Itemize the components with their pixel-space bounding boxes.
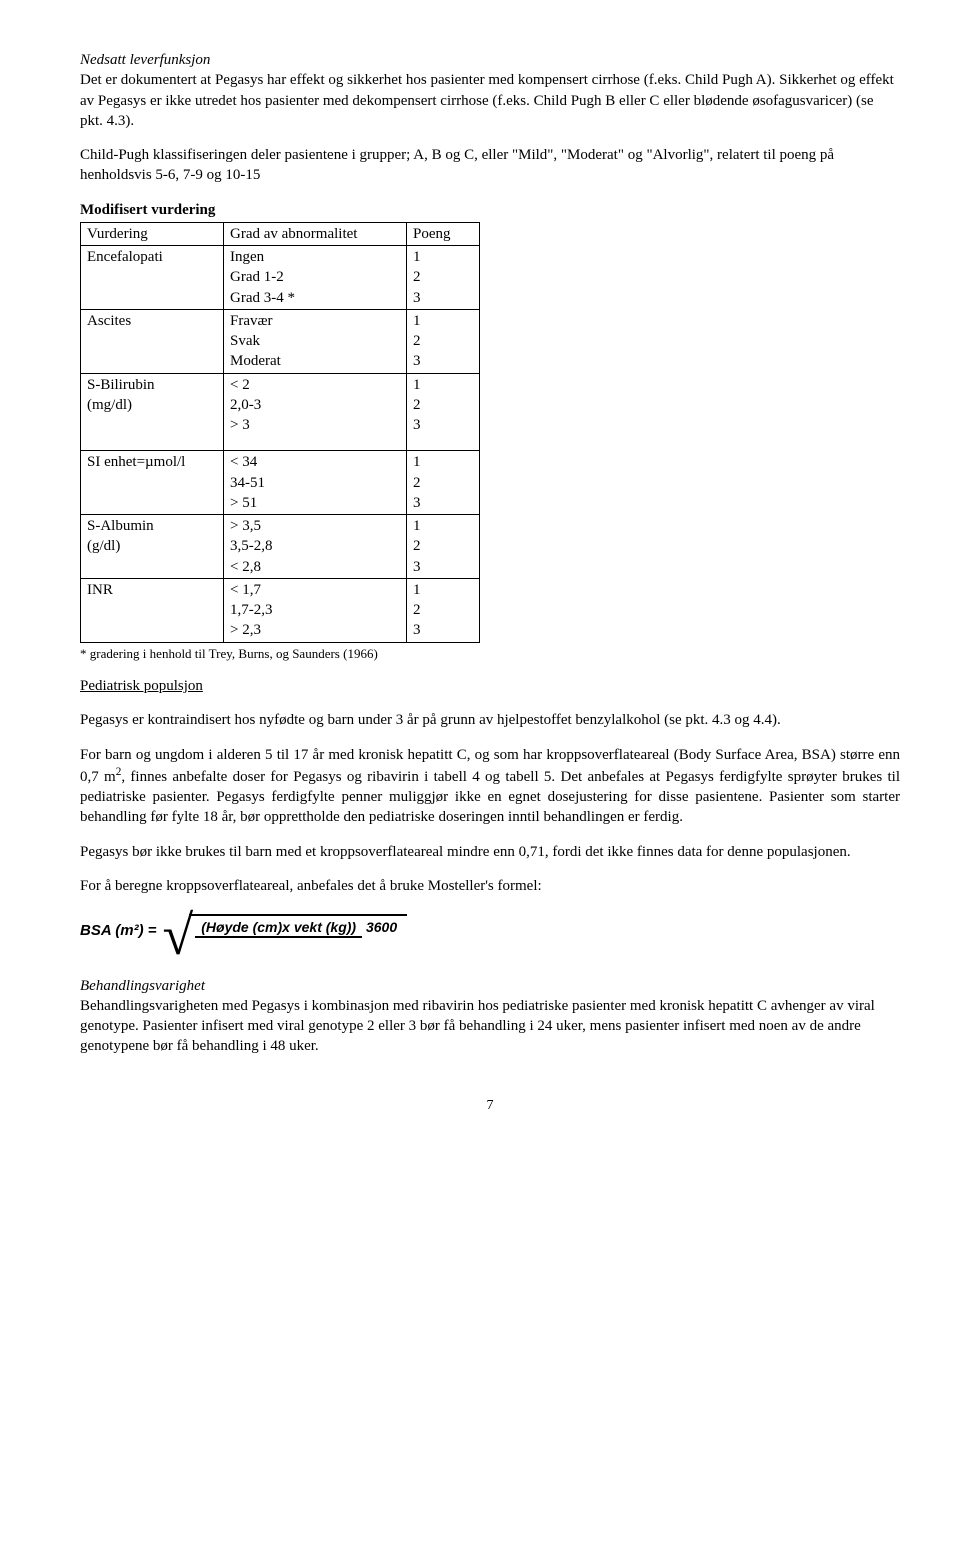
table-row: Encefalopati Ingen Grad 1-2 Grad 3-4 * 1… — [81, 246, 480, 310]
cell-vurdering: INR — [81, 578, 224, 642]
table-row: Ascites Fravær Svak Moderat 1 2 3 — [81, 309, 480, 373]
cell-vurdering: SI enhet=µmol/l — [81, 451, 224, 515]
paragraph-liver-2: Child-Pugh klassifiseringen deler pasien… — [80, 145, 900, 186]
cell-poeng: 1 2 3 — [407, 578, 480, 642]
cell-line: 2 — [413, 475, 421, 491]
cell-line: < 2 — [230, 377, 250, 393]
cell-line: < 2,8 — [230, 559, 261, 575]
cell-line: 1 — [413, 454, 421, 470]
paragraph-ped-4: For å beregne kroppsoverflateareal, anbe… — [80, 876, 900, 896]
table-row: S-Bilirubin (mg/dl) < 2 2,0-3 > 3 1 2 3 — [81, 373, 480, 451]
cell-line: 3 — [413, 290, 421, 306]
cell-line: > 3,5 — [230, 518, 261, 534]
fraction: (Høyde (cm)x vekt (kg)) 3600 — [195, 919, 397, 936]
cell-line: 3 — [413, 417, 421, 433]
cell-poeng: 1 2 3 — [407, 451, 480, 515]
cell-line: 1 — [413, 377, 421, 393]
cell-line: 1,7-2,3 — [230, 602, 273, 618]
header-grad: Grad av abnormalitet — [224, 222, 407, 245]
header-poeng: Poeng — [407, 222, 480, 245]
cell-line: Grad 1-2 — [230, 269, 284, 285]
cell-line: 2 — [413, 602, 421, 618]
paragraph-liver-1: Det er dokumentert at Pegasys har effekt… — [80, 70, 900, 131]
cell-line: 2 — [413, 333, 421, 349]
table-row: INR < 1,7 1,7-2,3 > 2,3 1 2 3 — [81, 578, 480, 642]
cell-grad: < 1,7 1,7-2,3 > 2,3 — [224, 578, 407, 642]
cell-grad: Fravær Svak Moderat — [224, 309, 407, 373]
cell-line: 2 — [413, 269, 421, 285]
heading-nedsatt-leverfunksjon: Nedsatt leverfunksjon — [80, 50, 900, 70]
cell-line: 3 — [413, 622, 421, 638]
cell-grad: > 3,5 3,5-2,8 < 2,8 — [224, 515, 407, 579]
heading-pediatrisk: Pediatrisk populsjon — [80, 676, 900, 696]
cell-line: (mg/dl) — [87, 397, 132, 413]
cell-poeng: 1 2 3 — [407, 309, 480, 373]
cell-line: 3 — [413, 353, 421, 369]
sqrt-icon: √ (Høyde (cm)x vekt (kg)) 3600 — [163, 914, 408, 948]
heading-behandlingsvarighet: Behandlingsvarighet — [80, 976, 900, 996]
cell-line: < 34 — [230, 454, 257, 470]
cell-poeng: 1 2 3 — [407, 515, 480, 579]
cell-grad: Ingen Grad 1-2 Grad 3-4 * — [224, 246, 407, 310]
cell-line: (g/dl) — [87, 538, 120, 554]
table-title: Modifisert vurdering — [80, 200, 900, 220]
radical-symbol: √ — [163, 920, 194, 954]
cell-poeng: 1 2 3 — [407, 373, 480, 451]
table-footnote: * gradering i henhold til Trey, Burns, o… — [80, 645, 900, 663]
header-vurdering: Vurdering — [81, 222, 224, 245]
text-span: , finnes anbefalte doser for Pegasys og … — [80, 769, 900, 826]
child-pugh-table: Vurdering Grad av abnormalitet Poeng Enc… — [80, 222, 480, 643]
cell-line: 3 — [413, 559, 421, 575]
paragraph-ped-1: Pegasys er kontraindisert hos nyfødte og… — [80, 710, 900, 730]
cell-line: 1 — [413, 518, 421, 534]
cell-vurdering: Ascites — [81, 309, 224, 373]
table-header-row: Vurdering Grad av abnormalitet Poeng — [81, 222, 480, 245]
bsa-formula: BSA (m²) = √ (Høyde (cm)x vekt (kg)) 360… — [80, 914, 900, 948]
cell-vurdering: Encefalopati — [81, 246, 224, 310]
cell-line: > 2,3 — [230, 622, 261, 638]
cell-vurdering: S-Albumin (g/dl) — [81, 515, 224, 579]
cell-line: 3 — [413, 495, 421, 511]
cell-line: Fravær — [230, 313, 273, 329]
cell-vurdering: S-Bilirubin (mg/dl) — [81, 373, 224, 451]
paragraph-ped-2: For barn og ungdom i alderen 5 til 17 år… — [80, 745, 900, 828]
paragraph-ped-3: Pegasys bør ikke brukes til barn med et … — [80, 842, 900, 862]
cell-line: Grad 3-4 * — [230, 290, 295, 306]
cell-line: 1 — [413, 313, 421, 329]
cell-grad: < 2 2,0-3 > 3 — [224, 373, 407, 451]
cell-line: Svak — [230, 333, 260, 349]
cell-line: < 1,7 — [230, 582, 261, 598]
cell-line: Ingen — [230, 249, 264, 265]
fraction-numerator: (Høyde (cm)x vekt (kg)) — [195, 919, 362, 938]
cell-line: S-Bilirubin — [87, 377, 155, 393]
cell-line: > 3 — [230, 417, 250, 433]
table-row: S-Albumin (g/dl) > 3,5 3,5-2,8 < 2,8 1 2… — [81, 515, 480, 579]
fraction-denominator: 3600 — [366, 918, 397, 935]
cell-line: > 51 — [230, 495, 257, 511]
cell-line: 1 — [413, 249, 421, 265]
cell-line: Moderat — [230, 353, 281, 369]
cell-line: 2 — [413, 397, 421, 413]
cell-line: S-Albumin — [87, 518, 154, 534]
paragraph-duration: Behandlingsvarigheten med Pegasys i komb… — [80, 996, 900, 1057]
formula-lhs: BSA (m²) = — [80, 921, 157, 941]
cell-line: 2 — [413, 538, 421, 554]
cell-poeng: 1 2 3 — [407, 246, 480, 310]
page-number: 7 — [80, 1097, 900, 1116]
cell-grad: < 34 34-51 > 51 — [224, 451, 407, 515]
cell-line: 1 — [413, 582, 421, 598]
cell-line: 3,5-2,8 — [230, 538, 273, 554]
cell-line: 34-51 — [230, 475, 265, 491]
table-row: SI enhet=µmol/l < 34 34-51 > 51 1 2 3 — [81, 451, 480, 515]
cell-line: 2,0-3 — [230, 397, 261, 413]
